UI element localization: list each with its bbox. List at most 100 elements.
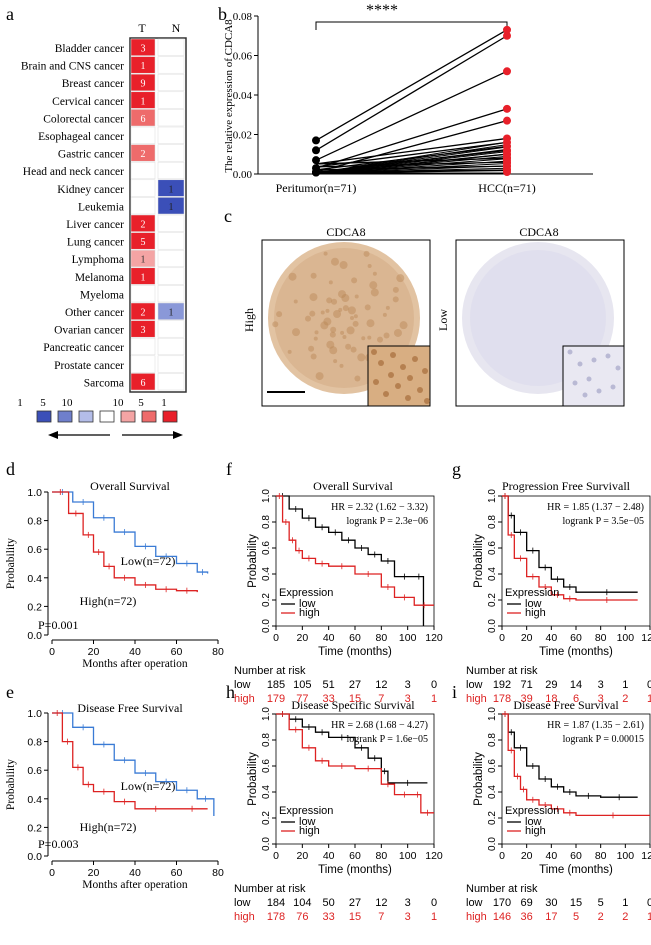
x-tick-label: 80 — [595, 632, 607, 644]
hr-label: HR = 2.32 (1.62 − 3.32) — [331, 502, 428, 513]
ihc-inset-cell — [615, 365, 621, 371]
x-tick-label: 80 — [375, 632, 387, 644]
y-tick-label: 0.2 — [487, 811, 498, 825]
hr-label: HR = 2.68 (1.68 − 4.27) — [331, 720, 428, 731]
y-tick-label: 1.0 — [487, 489, 498, 503]
risk-row-label-low: low — [234, 679, 251, 691]
risk-low-value: 1 — [622, 897, 628, 909]
heatmap-cell-n — [157, 232, 185, 250]
x-tick-label: 80 — [212, 867, 224, 879]
risk-high-value: 18 — [545, 693, 557, 705]
heatmap-cell-t — [130, 56, 156, 74]
heatmap-col-n: N — [172, 21, 181, 35]
risk-low-value: 50 — [323, 897, 335, 909]
chart-i: 0204060801001200.00.20.40.60.81.0Disease… — [466, 698, 651, 923]
heatmap-cell-n — [157, 197, 185, 215]
legend-label-low: low — [299, 816, 316, 828]
b-point-hcc — [503, 67, 511, 76]
b-ytick-label: 0.02 — [233, 130, 252, 142]
heatmap-row-label: Lung cancer — [67, 237, 124, 249]
ihc-inset-cell — [400, 364, 406, 370]
b-pair-line — [315, 137, 508, 165]
panel-label-a: a — [6, 4, 14, 24]
ihc-stain-dot — [333, 309, 342, 318]
risk-low-value: 30 — [545, 897, 557, 909]
ihc-stain-dot — [292, 328, 301, 337]
survival-curve-high — [276, 495, 434, 606]
logrank-label: logrank P = 0.00015 — [563, 734, 644, 745]
x-tick-label: 40 — [545, 850, 557, 862]
ihc-inset-cell — [395, 383, 401, 389]
b-pair-line — [315, 70, 508, 161]
heatmap-cell-t — [130, 373, 156, 391]
risk-high-value: 3 — [405, 693, 411, 705]
y-tick-label: 0.8 — [487, 733, 498, 747]
risk-row-label-low: low — [234, 897, 251, 909]
panel-c-ihc: CDCA8 CDCA8 High Low 500um — [242, 225, 625, 407]
ihc-inset-cell — [405, 395, 411, 401]
chart-f: 0 20 40 60 80 100 1200.00.20.40.60.81.0Overall… — [234, 479, 443, 705]
ihc-stain-dot — [340, 330, 345, 335]
b-point-hcc — [503, 25, 511, 34]
ihc-stain-dot — [333, 359, 338, 364]
heatmap-row-label: Lymphoma — [72, 254, 124, 266]
heatmap-cell-n — [157, 109, 185, 127]
b-cat-peritumor: Peritumor(n=71) — [276, 181, 357, 195]
ihc-stain-dot — [339, 363, 344, 368]
x-tick-label: 100 — [399, 632, 417, 644]
heatmap-cell-n — [157, 38, 185, 56]
heatmap-cell-n-value: 1 — [169, 184, 174, 195]
hr-label: HR = 1.87 (1.35 − 2.61) — [547, 720, 644, 731]
x-tick-label: 40 — [129, 646, 141, 658]
ihc-label-high: High — [242, 308, 256, 332]
b-point-peritumor — [312, 136, 320, 145]
panel-label-g: g — [452, 459, 461, 479]
ihc-stain-dot — [370, 288, 379, 297]
chart-h: 0 20 40 60 80 100 1200.00.20.40.60.81.0Disease… — [234, 698, 443, 923]
x-tick-label: 0 — [49, 867, 55, 879]
survival-charts: 0 20 40 60 800.00.20.40.60.81.0 Overall Survi… — [5, 479, 651, 923]
y-tick-label: 0.4 — [261, 567, 272, 581]
heatmap-legend-swatch — [78, 410, 94, 423]
ihc-stain-dot — [367, 335, 372, 340]
risk-high-value: 33 — [323, 911, 335, 923]
y-tick-label: 1.0 — [27, 708, 42, 720]
ihc-stain-dot — [393, 328, 402, 337]
ihc-stain-dot — [314, 330, 319, 335]
survival-curve-low — [502, 495, 638, 593]
x-tick-label: 40 — [323, 850, 335, 862]
x-tick-label: 120 — [425, 632, 443, 644]
b-point-hcc — [503, 104, 511, 113]
ihc-stain-dot — [392, 286, 399, 293]
heatmap-cell-n-value: 1 — [169, 202, 174, 213]
ihc-stain-dot — [305, 315, 312, 322]
ihc-stain-dot — [329, 346, 338, 355]
heatmap-row-label: Head and neck cancer — [23, 166, 124, 178]
survival-curve-lown — [52, 491, 209, 574]
legend-label-low: low — [299, 598, 316, 610]
ihc-stain-dot — [315, 372, 324, 381]
y-tick-label: 0.2 — [261, 593, 272, 607]
heatmap-cell-t-value: 2 — [141, 149, 146, 160]
x-tick-label: 100 — [617, 632, 635, 644]
b-point-hcc — [503, 147, 511, 156]
ihc-stain-dot — [342, 305, 349, 312]
x-tick-label: 60 — [349, 850, 361, 862]
panel-label-h: h — [226, 682, 235, 702]
y-tick-label: 0.0 — [261, 619, 272, 633]
ihc-stain-dot — [329, 331, 336, 338]
y-tick-label: 0.4 — [487, 785, 498, 799]
b-ytick-label: 0.06 — [233, 51, 253, 63]
heatmap-cell-t-value: 3 — [141, 325, 146, 336]
legend-label-low: low — [525, 598, 542, 610]
ihc-inset-cell — [424, 398, 430, 404]
b-pair-line — [315, 35, 508, 151]
chart-title: Disease Free Survival — [77, 701, 183, 715]
heatmap-row-label: Esophageal cancer — [38, 131, 124, 143]
ihc-stain-dot — [309, 310, 316, 317]
ihc-stain-dot — [366, 319, 375, 328]
heatmap-cell-t-value: 6 — [141, 378, 146, 389]
risk-low-value: 12 — [375, 679, 387, 691]
risk-high-value: 3 — [405, 911, 411, 923]
risk-low-value: 71 — [521, 679, 533, 691]
